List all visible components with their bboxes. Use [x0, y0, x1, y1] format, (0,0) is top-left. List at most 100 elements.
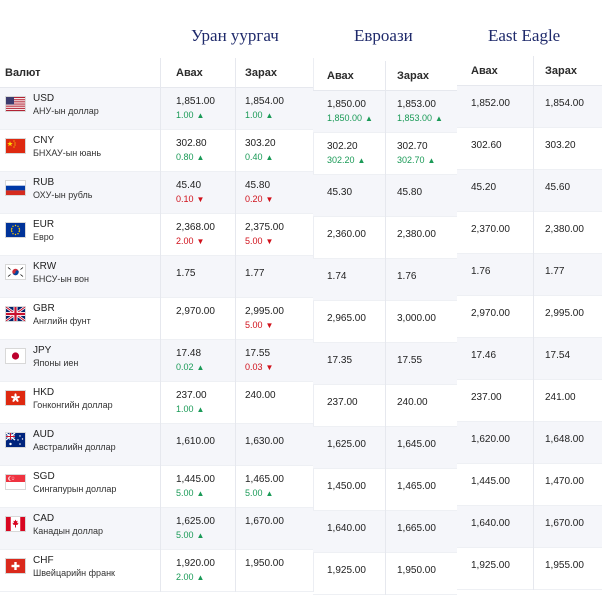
currency-code: HKD	[33, 387, 55, 398]
table-row: 1,620.00 1,648.00	[457, 422, 602, 464]
buy-change-value: 5.00	[176, 488, 194, 498]
sell-change: 1.00 ▲	[245, 110, 273, 120]
sell-change-value: 5.00	[245, 236, 263, 246]
currency-code: CHF	[33, 555, 54, 566]
sell-header: Зарах	[245, 67, 277, 79]
gb-flag-icon	[5, 306, 26, 322]
table-row: JPY Японы иен 17.48 17.55 0.02 ▲ 0.03 ▼	[0, 340, 313, 382]
sell-rate: 2,380.00	[545, 224, 584, 235]
table-row: 17.46 17.54	[457, 338, 602, 380]
buy-rate: 1.76	[471, 266, 491, 277]
sell-change-value: 5.00	[245, 320, 263, 330]
sell-header: Зарах	[397, 70, 429, 82]
east-eagle-rows: 1,852.00 1,854.00 302.60 303.20 45.20 45.60 2,…	[457, 86, 602, 590]
arrow-down-icon: ▼	[265, 321, 274, 330]
arrow-up-icon: ▲	[365, 114, 373, 123]
sell-change: 302.70 ▲	[397, 155, 435, 165]
buy-change: 1.00 ▲	[176, 110, 204, 120]
table-row: GBR Английн фунт 2,970.00 2,995.00 5.00 ▼	[0, 298, 313, 340]
buy-header: Авах	[471, 65, 498, 77]
buy-rate: 45.30	[327, 187, 353, 198]
sell-rate: 1,470.00	[545, 476, 584, 487]
currency-code: USD	[33, 93, 55, 104]
buy-change: 0.80 ▲	[176, 152, 204, 162]
arrow-up-icon: ▲	[196, 111, 205, 120]
table-row: 302.60 303.20	[457, 128, 602, 170]
currency-name: Швейцарийн франк	[33, 568, 115, 578]
buy-rate: 2,965.00	[327, 313, 366, 324]
arrow-up-icon: ▲	[357, 156, 366, 165]
sell-rate: 45.80	[397, 187, 423, 198]
sell-rate: 1.77	[245, 268, 265, 279]
table-row: HKD Гонконгийн доллар 237.00 240.00 1.00 ▲	[0, 382, 313, 424]
table-row: CNY БНХАУ-ын юань 302.80 303.20 0.80 ▲ 0.40 ▲	[0, 130, 313, 172]
sell-change-value: 5.00	[245, 488, 263, 498]
sell-rate: 45.80	[245, 180, 271, 191]
sell-change: 0.20 ▼	[245, 194, 273, 204]
east-eagle-rates-table: Авах Зарах 1,852.00 1,854.00 302.60 303.20 4…	[457, 56, 602, 590]
buy-rate: 1,640.00	[471, 518, 510, 529]
arrow-down-icon: ▼	[265, 363, 274, 372]
buy-change-value: 2.00	[176, 572, 194, 582]
table-row: 45.20 45.60	[457, 170, 602, 212]
currency-code: CAD	[33, 513, 55, 524]
sell-change: 5.00 ▲	[245, 488, 273, 498]
arrow-up-icon: ▲	[196, 363, 205, 372]
buy-change-value: 1.00	[176, 404, 194, 414]
buy-rate: 2,970.00	[176, 306, 215, 317]
sell-rate: 1,854.00	[545, 98, 584, 109]
currency-name: Австралийн доллар	[33, 442, 116, 452]
sell-change-value: 0.03	[245, 362, 263, 372]
buy-rate: 1,851.00	[176, 96, 215, 107]
buy-rate: 1.74	[327, 271, 347, 282]
buy-rate: 1,610.00	[176, 436, 215, 447]
sell-rate: 1.76	[397, 271, 417, 282]
us-flag-icon	[5, 96, 26, 112]
sell-rate: 2,995.00	[245, 306, 284, 317]
sell-rate: 1,630.00	[245, 436, 284, 447]
sell-rate: 1,853.00	[397, 99, 436, 110]
ca-flag-icon	[5, 516, 26, 532]
hk-flag-icon	[5, 390, 26, 406]
table-row: CAD Канадын доллар 1,625.00 1,670.00 5.00 ▲	[0, 508, 313, 550]
buy-change-value: 302.20	[327, 155, 355, 165]
currency-code: CNY	[33, 135, 55, 146]
table-row: 1,445.00 1,470.00	[457, 464, 602, 506]
arrow-up-icon: ▲	[196, 153, 205, 162]
currency-name: Канадын доллар	[33, 526, 103, 536]
cn-flag-icon	[5, 138, 26, 154]
buy-rate: 2,370.00	[471, 224, 510, 235]
sell-rate: 241.00	[545, 392, 576, 403]
sell-rate: 1.77	[545, 266, 565, 277]
table-row: RUB ОХУ-ын рубль 45.40 45.80 0.10 ▼ 0.20 ▼	[0, 172, 313, 214]
arrow-up-icon: ▲	[265, 489, 274, 498]
currency-name: Евро	[33, 232, 54, 242]
arrow-up-icon: ▲	[196, 489, 205, 498]
euroasia-rates-table: Авах Зарах 1,850.00 1,853.00 1,850.00 ▲ 1,85…	[313, 61, 457, 595]
sell-rate: 240.00	[245, 390, 276, 401]
buy-rate: 17.35	[327, 355, 353, 366]
buy-rate: 1,850.00	[327, 99, 366, 110]
buy-change-value: 2.00	[176, 236, 194, 246]
table-row: 2,370.00 2,380.00	[457, 212, 602, 254]
sell-change-value: 1,853.00	[397, 113, 433, 123]
table-row: CHF Швейцарийн франк 1,920.00 1,950.00 2.00 ▲	[0, 550, 313, 592]
currency-code: GBR	[33, 303, 55, 314]
arrow-down-icon: ▼	[196, 237, 205, 246]
arrow-down-icon: ▼	[265, 237, 274, 246]
sell-rate: 3,000.00	[397, 313, 436, 324]
table-row: 237.00 241.00	[457, 380, 602, 422]
title-uran: Уран уургач	[191, 26, 279, 45]
sell-change: 0.03 ▼	[245, 362, 273, 372]
buy-change: 0.02 ▲	[176, 362, 204, 372]
sell-rate: 1,465.00	[245, 474, 284, 485]
buy-rate: 237.00	[176, 390, 207, 401]
buy-rate: 2,368.00	[176, 222, 215, 233]
sell-rate: 1,950.00	[245, 558, 284, 569]
column-divider	[160, 58, 161, 592]
currency-name: Английн фунт	[33, 316, 91, 326]
uran-rows: USD АНУ-ын доллар 1,851.00 1,854.00 1.00 ▲ 1.0…	[0, 88, 313, 592]
buy-rate: 1,625.00	[176, 516, 215, 527]
table-row: 1.76 1.77	[457, 254, 602, 296]
kr-flag-icon	[5, 264, 26, 280]
